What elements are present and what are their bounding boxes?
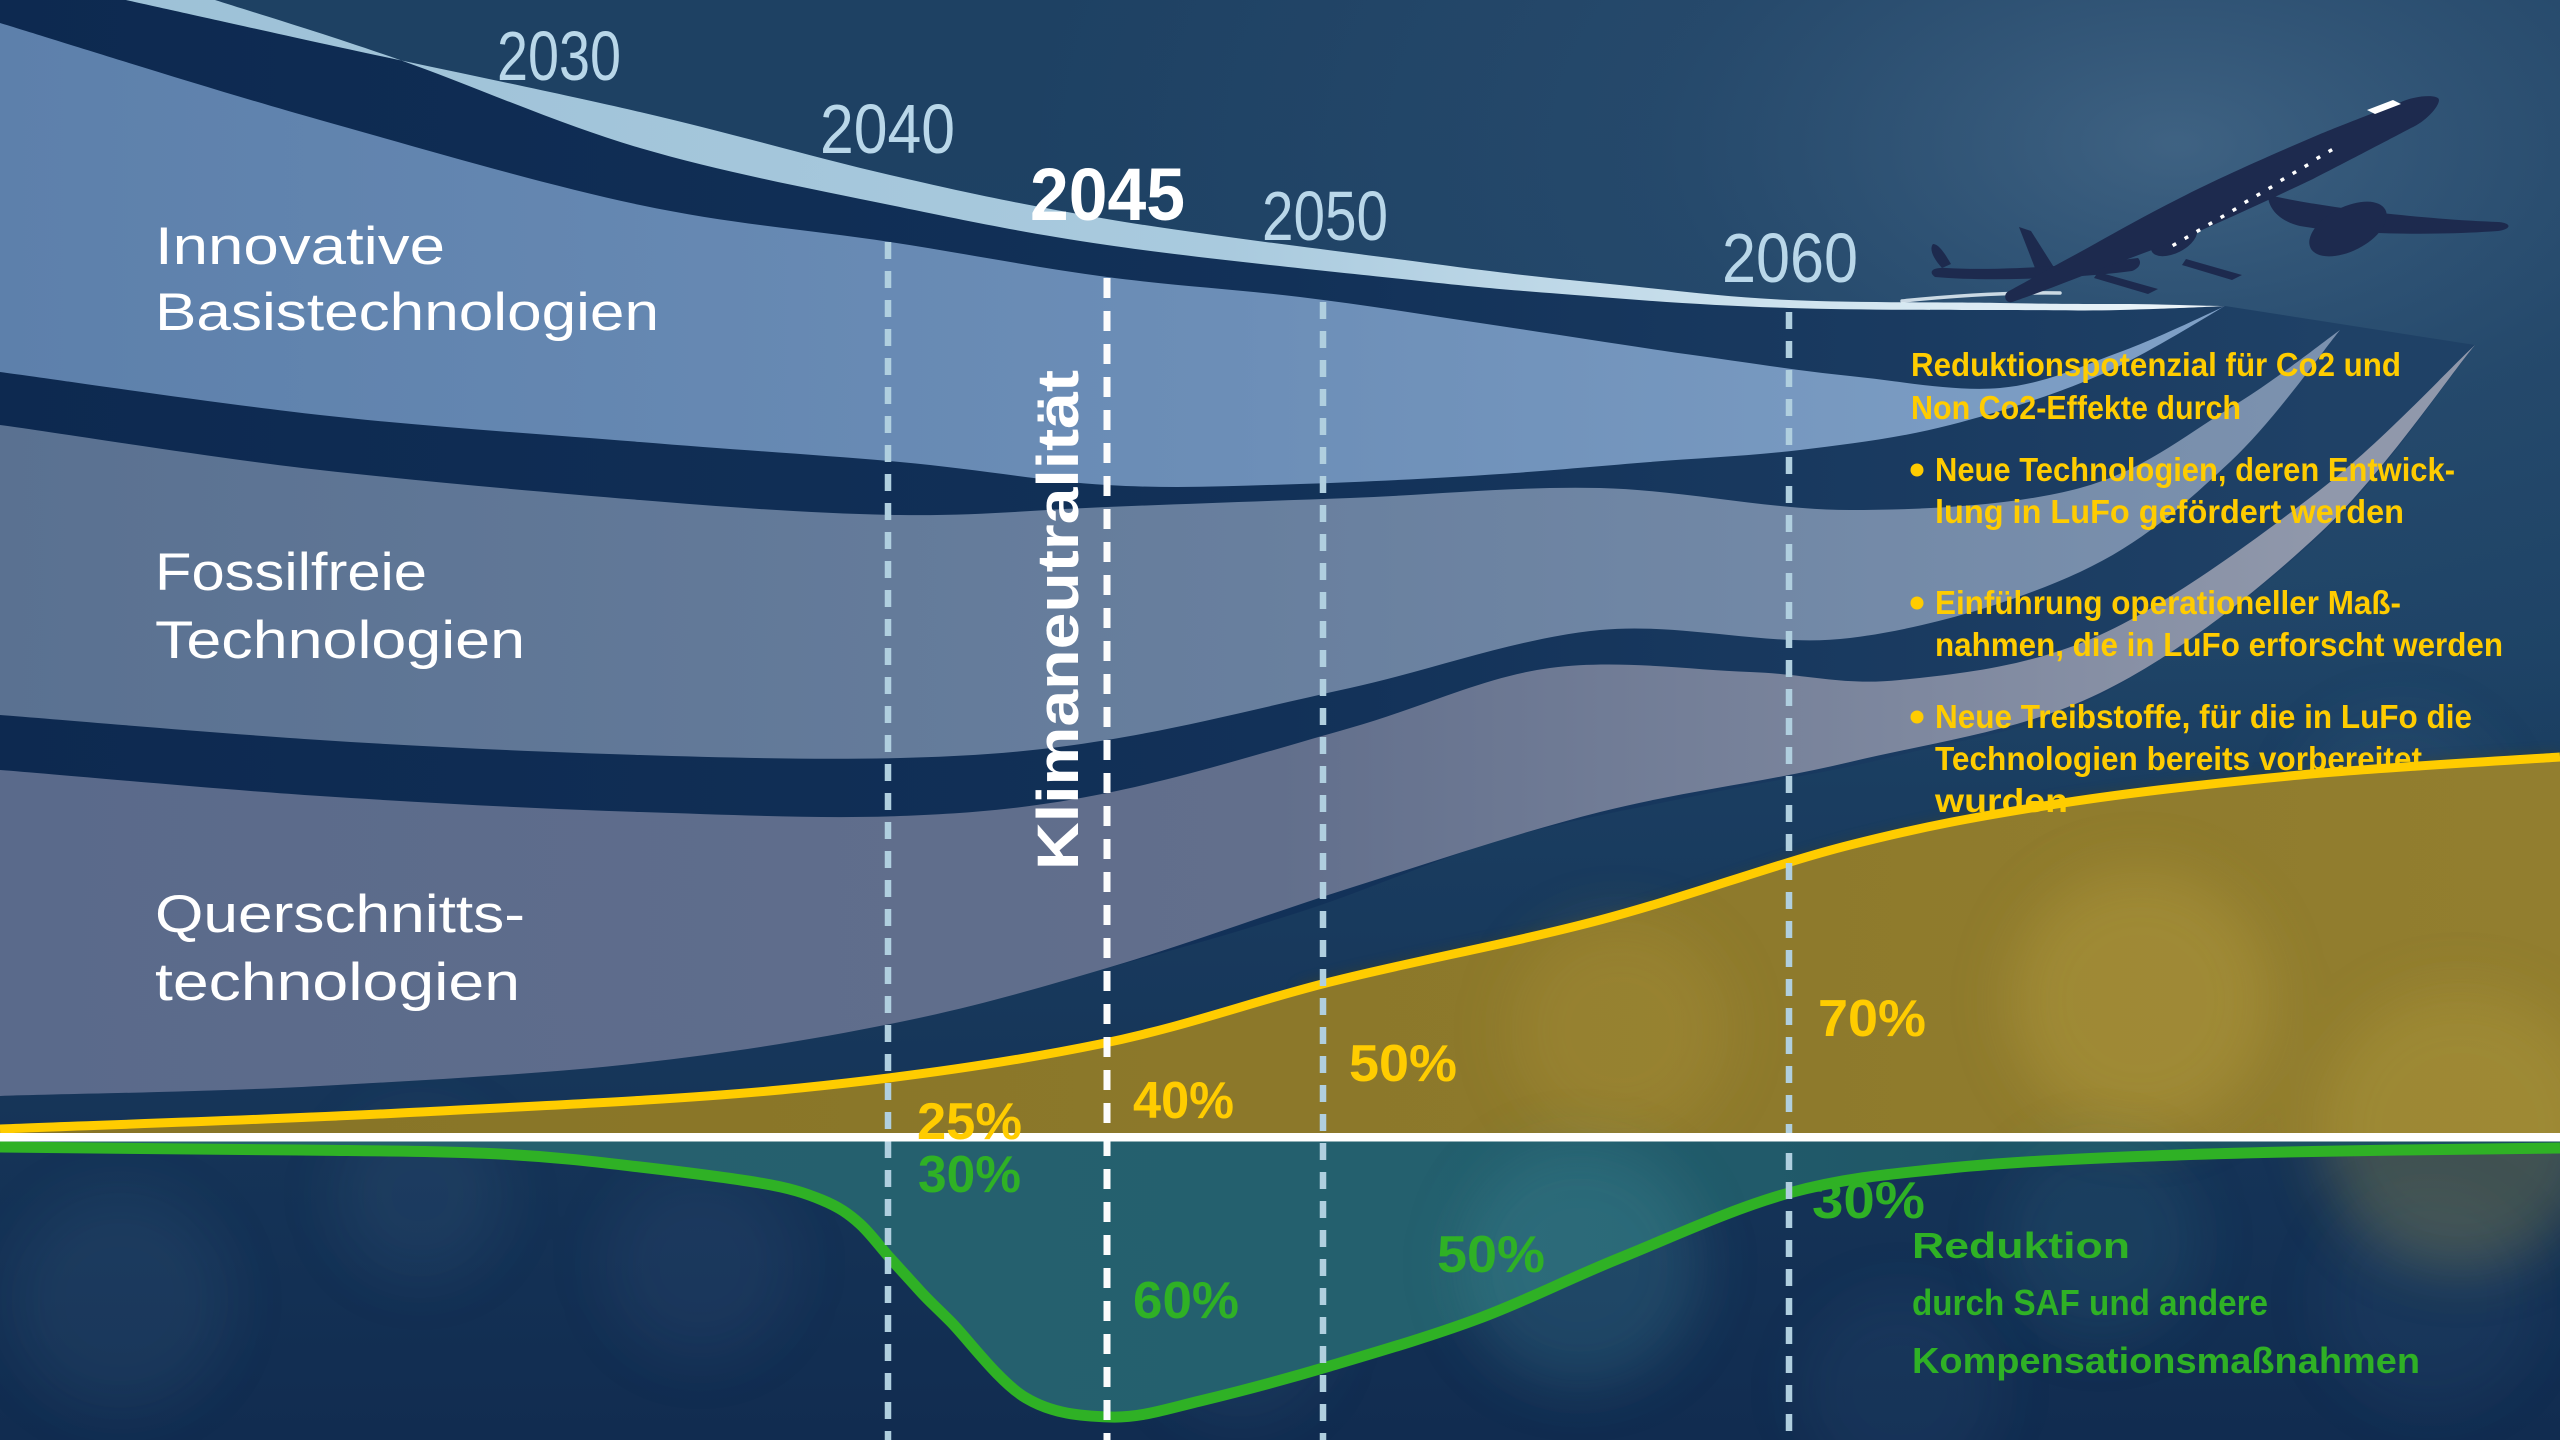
- svg-text:Klimaneutralität: Klimaneutralität: [1026, 370, 1091, 870]
- svg-text:technologien: technologien: [155, 953, 520, 1012]
- svg-text:50%: 50%: [1349, 1035, 1457, 1093]
- svg-text:2050: 2050: [1262, 177, 1388, 255]
- svg-text:2030: 2030: [497, 17, 621, 95]
- svg-text:Einführung operationeller Maß-: Einführung operationeller Maß-: [1935, 584, 2401, 621]
- svg-text:2060: 2060: [1722, 219, 1858, 297]
- svg-text:Technologien: Technologien: [155, 611, 525, 670]
- svg-text:Non Co2-Effekte durch: Non Co2-Effekte durch: [1911, 389, 2241, 426]
- svg-text:Reduktion: Reduktion: [1912, 1225, 2130, 1266]
- svg-text:durch SAF und andere: durch SAF und andere: [1912, 1282, 2268, 1323]
- svg-text:Basistechnologien: Basistechnologien: [155, 283, 659, 342]
- svg-text:Querschnitts-: Querschnitts-: [155, 885, 525, 944]
- svg-text:Fossilfreie: Fossilfreie: [155, 543, 427, 602]
- svg-text:wurden: wurden: [1934, 782, 2068, 819]
- svg-text:30%: 30%: [918, 1146, 1021, 1204]
- svg-text:70%: 70%: [1818, 990, 1926, 1048]
- svg-text:Neue Treibstoffe, für die in L: Neue Treibstoffe, für die in LuFo die: [1935, 698, 2472, 735]
- svg-text:Innovative: Innovative: [155, 217, 445, 276]
- svg-text:30%: 30%: [1812, 1172, 1925, 1230]
- svg-text:25%: 25%: [917, 1093, 1022, 1151]
- svg-text:60%: 60%: [1133, 1272, 1239, 1330]
- svg-text:2040: 2040: [820, 90, 955, 168]
- svg-text:Kompensationsmaßnahmen: Kompensationsmaßnahmen: [1912, 1340, 2420, 1381]
- svg-text:lung in LuFo gefördert werden: lung in LuFo gefördert werden: [1935, 493, 2404, 530]
- svg-text:Reduktionspotenzial für Co2 un: Reduktionspotenzial für Co2 und: [1911, 346, 2401, 383]
- svg-text:Technologien bereits vorbereit: Technologien bereits vorbereitet: [1935, 740, 2422, 777]
- svg-text:Neue Technologien, deren Entwi: Neue Technologien, deren Entwick-: [1935, 451, 2455, 488]
- svg-text:nahmen, die in LuFo erforscht: nahmen, die in LuFo erforscht werden: [1935, 626, 2503, 663]
- svg-text:40%: 40%: [1133, 1072, 1234, 1130]
- svg-text:50%: 50%: [1437, 1226, 1545, 1284]
- svg-text:2045: 2045: [1030, 153, 1185, 236]
